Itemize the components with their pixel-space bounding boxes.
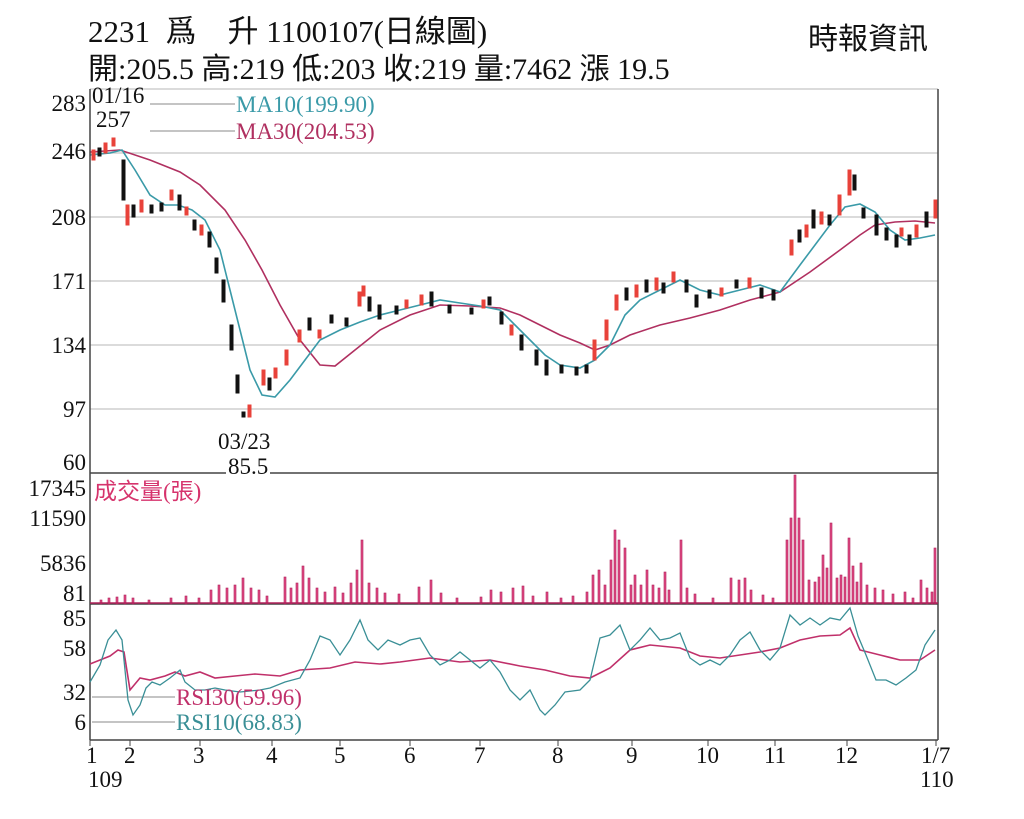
price-gridlines [90, 88, 938, 410]
price-tick-208: 208 [51, 205, 87, 230]
price-tick-60: 60 [63, 450, 86, 475]
high-annotation-date: 01/16 [92, 83, 145, 108]
rsi-tick-32: 32 [63, 680, 86, 705]
x-tick-9: 9 [626, 743, 638, 768]
x-tick-8: 8 [552, 743, 564, 768]
pane-borders [89, 89, 939, 741]
ma10-line [89, 149, 936, 398]
rsi30-legend: RSI30(59.96) [176, 685, 302, 710]
ohlc-summary: 開:205.5 高:219 低:203 收:219 量:7462 漲 19.5 [88, 53, 670, 86]
chart-title: 2231 爲 升 1100107(日線圖) [88, 14, 488, 49]
rsi10-line [89, 606, 936, 717]
low-annotation-date: 03/23 [218, 429, 271, 454]
volume-tick-5836: 5836 [40, 551, 86, 576]
x-year-end: 110 [920, 767, 954, 792]
source-label: 時報資訊 [808, 22, 928, 57]
ma10-legend: MA10(199.90) [236, 92, 375, 117]
volume-tick-17345: 17345 [28, 476, 87, 501]
x-tick-10: 10 [696, 743, 719, 768]
x-year-start: 109 [88, 767, 123, 792]
volume-title: 成交量(張) [94, 479, 202, 504]
x-tick-2: 2 [124, 743, 136, 768]
price-tick-246: 246 [51, 139, 87, 164]
x-tick-3: 3 [193, 743, 205, 768]
rsi-tick-85: 85 [63, 606, 86, 631]
ma30-line [89, 149, 936, 367]
rsi10-legend: RSI10(68.83) [176, 710, 302, 735]
volume-tick-81: 81 [63, 581, 86, 606]
x-tick-5: 5 [334, 743, 346, 768]
volume-tick-11590: 11590 [29, 506, 86, 531]
candlesticks [91, 137, 938, 418]
low-annotation-value: 85.5 [226, 454, 271, 479]
x-tick-12: 12 [835, 743, 858, 768]
x-axis-ticks [89, 740, 937, 746]
x-tick-1: 1 [86, 743, 98, 768]
x-tick-6: 6 [404, 743, 416, 768]
x-tick-7: 7 [474, 743, 486, 768]
volume-bars [99, 474, 937, 605]
high-annotation-value: 257 [96, 107, 131, 132]
ma30-legend: MA30(204.53) [236, 119, 375, 144]
rsi-tick-58: 58 [63, 636, 86, 661]
price-tick-171: 171 [51, 269, 87, 294]
x-tick-4: 4 [266, 743, 278, 768]
x-tick-11: 11 [764, 743, 787, 768]
rsi30-line [89, 626, 936, 692]
rsi-tick-6: 6 [74, 710, 87, 735]
price-tick-97: 97 [63, 397, 86, 422]
price-tick-134: 134 [51, 333, 87, 358]
x-tick-1-7: 1/7 [921, 743, 951, 768]
price-tick-283: 283 [51, 91, 87, 116]
